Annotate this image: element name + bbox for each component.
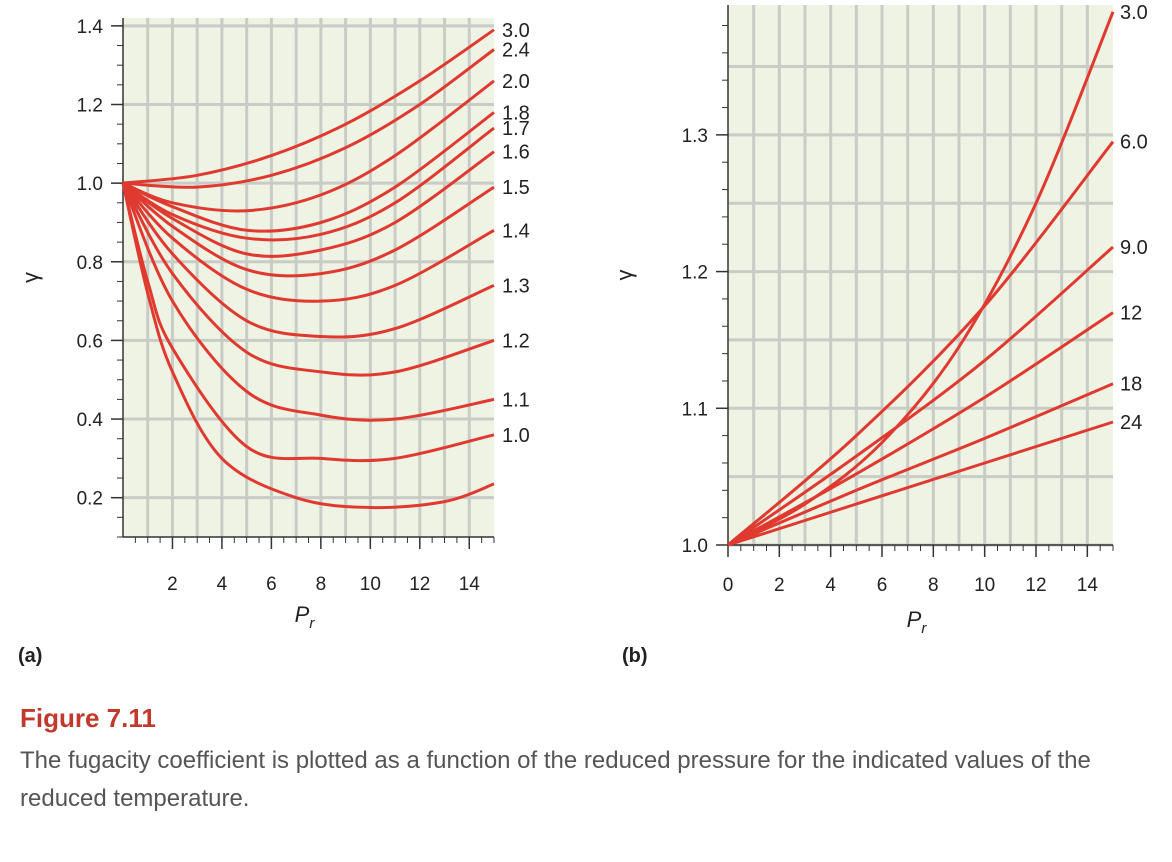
x-tick-label: 12 <box>1025 575 1046 596</box>
x-tick-label: 8 <box>316 574 327 595</box>
y-tick-label: 0.4 <box>77 410 104 431</box>
y-tick-label: 1.0 <box>682 536 708 557</box>
x-tick-label: 10 <box>974 575 995 596</box>
caption-title: Figure 7.11 <box>20 703 156 733</box>
y-tick-label: 0.8 <box>77 253 103 274</box>
y-axis-label: γ <box>18 272 43 283</box>
x-tick-label: 0 <box>723 575 734 596</box>
series-label: 1.3 <box>502 275 530 297</box>
series-label: 1.1 <box>502 389 530 411</box>
series-curve <box>122 79 495 213</box>
y-tick-label: 1.1 <box>682 399 708 420</box>
y-tick-label: 1.2 <box>77 96 103 117</box>
x-tick-label: 14 <box>1077 575 1099 596</box>
series-curve <box>121 182 495 377</box>
panel-label: (b) <box>622 645 648 667</box>
series-curve <box>121 182 495 303</box>
series-label: 9.0 <box>1120 237 1148 259</box>
series-label: 1.4 <box>502 220 530 242</box>
series-label: 1.2 <box>502 330 530 352</box>
x-tick-label: 10 <box>360 574 381 595</box>
series-curve <box>727 245 1114 547</box>
x-tick-label: 4 <box>825 575 836 596</box>
y-tick-label: 0.6 <box>77 331 103 352</box>
plot-area <box>728 5 1113 545</box>
x-axis-label: Pr <box>295 602 316 632</box>
chart-panel-a: 0.2 0.4 0.6 0.8 1.0 1.2 1.4 2 4 6 8 10 12 14 Pr γ (a) 3.0… <box>18 17 530 667</box>
panel-label: (a) <box>18 645 42 667</box>
y-tick-label: 1.4 <box>77 17 104 38</box>
series-curve <box>122 181 495 278</box>
y-tick-label: 1.0 <box>77 174 103 195</box>
series-label: 18 <box>1120 374 1142 396</box>
series-curve <box>122 28 495 185</box>
series-curve <box>727 311 1114 547</box>
series-curve <box>727 140 1115 547</box>
series-label: 1.8 <box>502 102 530 124</box>
series-label: 3.0 <box>1120 2 1148 24</box>
x-tick-label: 4 <box>217 574 228 595</box>
y-tick-label: 1.3 <box>682 126 708 147</box>
x-tick-label: 6 <box>266 574 277 595</box>
series-label: 3.0 <box>502 20 530 42</box>
x-tick-label: 12 <box>409 574 430 595</box>
y-axis-label: γ <box>612 270 637 281</box>
x-tick-label: 14 <box>459 574 481 595</box>
series-label: 2.0 <box>502 71 530 93</box>
series-curve <box>121 182 495 339</box>
series-curve <box>121 182 495 510</box>
series-curve <box>122 126 495 242</box>
y-tick-label: 0.2 <box>77 489 103 510</box>
series-label: 1.5 <box>502 177 530 199</box>
series-label: 24 <box>1120 412 1142 434</box>
x-tick-label: 2 <box>167 574 178 595</box>
y-tick-label: 1.2 <box>682 263 708 284</box>
series-label: 6.0 <box>1120 132 1148 154</box>
x-tick-label: 8 <box>928 575 939 596</box>
series-curve <box>727 382 1114 547</box>
series-label: 2.4 <box>502 39 530 61</box>
series-label: 1.6 <box>502 142 530 164</box>
series-curve <box>727 420 1114 547</box>
chart-panel-b: 1.01.11.21.30 2 4 6 8 10 12 14Prγ(b)3.06.09.012… <box>612 2 1148 667</box>
series-label: 1.0 <box>502 425 530 447</box>
series-label: 1.7 <box>502 118 530 140</box>
series-label: 12 <box>1120 303 1142 325</box>
series-curve <box>122 48 495 189</box>
series-curve <box>121 182 495 422</box>
figure-canvas: 0.20.40.60.81.01.21.42 4 6 8 10 12 14Prγ(a)3.0… <box>18 2 1148 667</box>
series-curve <box>121 182 495 463</box>
x-tick-label: 6 <box>877 575 888 596</box>
series-curve <box>122 150 495 258</box>
series-curve <box>122 111 495 233</box>
caption-text: The fugacity coefficient is plotted as a… <box>20 747 1091 812</box>
x-axis-label: Pr <box>907 607 928 637</box>
x-tick-label: 2 <box>774 575 785 596</box>
